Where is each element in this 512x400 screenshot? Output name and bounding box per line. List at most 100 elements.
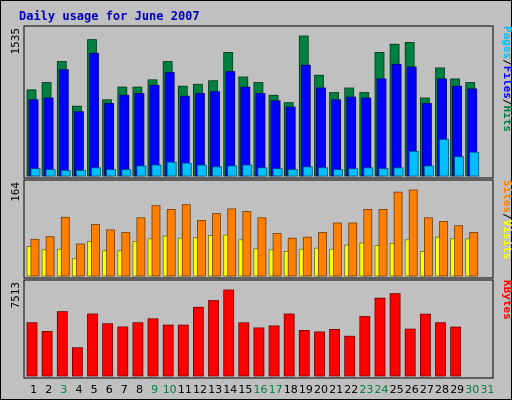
bar-kbytes-day-16 xyxy=(253,327,265,377)
day-label-23: 23 xyxy=(359,383,373,396)
bar-files-day-15 xyxy=(240,86,251,177)
bar-files-day-5 xyxy=(89,52,99,177)
bar-sites-day-12 xyxy=(196,219,206,277)
bar-files-day-7 xyxy=(119,94,130,177)
bar-pages-day-23 xyxy=(363,167,374,177)
bar-pages-day-4 xyxy=(76,170,86,177)
day-label-29: 29 xyxy=(450,383,464,396)
legend-entry: Pages xyxy=(501,26,512,59)
bar-files-day-2 xyxy=(43,97,54,177)
bar-kbytes-day-1 xyxy=(26,322,38,377)
bar-files-day-18 xyxy=(285,106,296,177)
day-label-13: 13 xyxy=(208,383,222,396)
panel-max-label: 164 xyxy=(9,182,22,202)
day-label-14: 14 xyxy=(223,383,237,396)
bar-files-day-10 xyxy=(164,72,175,177)
bar-sites-day-26 xyxy=(408,189,418,277)
legend-entry: / xyxy=(501,99,512,106)
bar-kbytes-day-12 xyxy=(192,306,204,377)
panel-legend: KBytes xyxy=(501,280,512,320)
day-label-8: 8 xyxy=(136,383,143,396)
bar-sites-day-5 xyxy=(91,224,100,277)
bar-pages-day-13 xyxy=(212,166,222,177)
bar-files-day-16 xyxy=(255,93,266,177)
bar-sites-day-22 xyxy=(348,222,358,277)
bar-pages-day-16 xyxy=(257,167,268,177)
day-label-30: 30 xyxy=(465,383,479,396)
bar-kbytes-day-27 xyxy=(419,313,431,377)
bar-files-day-6 xyxy=(104,103,114,177)
bar-kbytes-day-7 xyxy=(117,326,129,377)
bar-kbytes-day-11 xyxy=(177,324,189,377)
panel-legend: Pages/Files/Hits xyxy=(501,26,512,132)
bar-files-day-19 xyxy=(300,64,311,177)
day-label-31: 31 xyxy=(480,383,494,396)
bar-kbytes-day-8 xyxy=(132,322,144,377)
bar-pages-day-30 xyxy=(469,151,480,177)
day-label-22: 22 xyxy=(344,383,358,396)
day-label-7: 7 xyxy=(121,383,128,396)
day-label-25: 25 xyxy=(390,383,404,396)
day-label-10: 10 xyxy=(163,383,177,396)
bar-kbytes-day-5 xyxy=(87,313,98,377)
bar-pages-day-21 xyxy=(333,169,344,177)
legend-entry: KBytes xyxy=(501,280,512,320)
bar-kbytes-day-10 xyxy=(162,324,174,377)
bar-sites-day-1 xyxy=(30,238,40,277)
bar-kbytes-day-22 xyxy=(344,335,356,377)
bar-pages-day-29 xyxy=(454,156,465,177)
bar-kbytes-day-2 xyxy=(41,330,53,377)
bar-files-day-21 xyxy=(331,99,342,177)
bar-sites-day-8 xyxy=(136,217,146,277)
bar-kbytes-day-19 xyxy=(298,329,310,377)
day-label-18: 18 xyxy=(284,383,298,396)
bar-pages-day-9 xyxy=(151,164,162,177)
bar-kbytes-day-15 xyxy=(238,322,250,377)
bar-files-day-8 xyxy=(134,93,145,177)
bar-kbytes-day-26 xyxy=(404,328,416,377)
bar-pages-day-14 xyxy=(227,165,238,177)
day-label-11: 11 xyxy=(178,383,192,396)
legend-entry: / xyxy=(501,59,512,66)
bar-sites-day-3 xyxy=(60,216,70,277)
bar-kbytes-day-18 xyxy=(283,313,295,377)
bar-files-day-3 xyxy=(58,69,69,177)
bar-sites-day-18 xyxy=(287,237,297,277)
bar-pages-day-15 xyxy=(242,164,253,177)
bar-pages-day-3 xyxy=(60,170,71,177)
bar-files-day-27 xyxy=(421,103,432,177)
panel-legend: Sites/Visits xyxy=(501,180,512,260)
bar-pages-day-2 xyxy=(45,169,56,177)
bar-pages-day-24 xyxy=(378,168,389,177)
bar-kbytes-day-29 xyxy=(450,326,462,377)
bar-kbytes-day-28 xyxy=(435,322,446,377)
bar-files-day-4 xyxy=(74,111,84,177)
bar-pages-day-22 xyxy=(348,168,359,177)
panel-max-label: 7513 xyxy=(9,282,22,309)
day-label-5: 5 xyxy=(91,383,98,396)
bar-sites-day-2 xyxy=(45,236,55,277)
day-label-17: 17 xyxy=(269,383,283,396)
bar-files-day-20 xyxy=(316,87,326,177)
bar-kbytes-day-17 xyxy=(268,325,280,377)
bar-pages-day-6 xyxy=(106,169,116,177)
bar-files-day-17 xyxy=(270,100,281,177)
bar-sites-day-21 xyxy=(333,222,343,277)
bar-files-day-13 xyxy=(210,91,220,177)
bar-sites-day-28 xyxy=(439,221,448,277)
legend-entry: / xyxy=(501,213,512,220)
bar-kbytes-day-14 xyxy=(223,289,235,377)
bar-pages-day-28 xyxy=(439,139,449,177)
bar-sites-day-27 xyxy=(423,217,433,277)
bar-files-day-23 xyxy=(361,97,372,177)
bar-kbytes-day-3 xyxy=(56,311,68,377)
legend-entry: Sites xyxy=(501,180,512,213)
day-label-6: 6 xyxy=(106,383,113,396)
bar-sites-day-7 xyxy=(121,232,131,277)
bar-sites-day-14 xyxy=(227,208,237,277)
day-label-26: 26 xyxy=(405,383,419,396)
bar-pages-day-7 xyxy=(121,169,132,177)
bar-kbytes-day-4 xyxy=(72,347,83,377)
bar-pages-day-10 xyxy=(166,161,177,177)
